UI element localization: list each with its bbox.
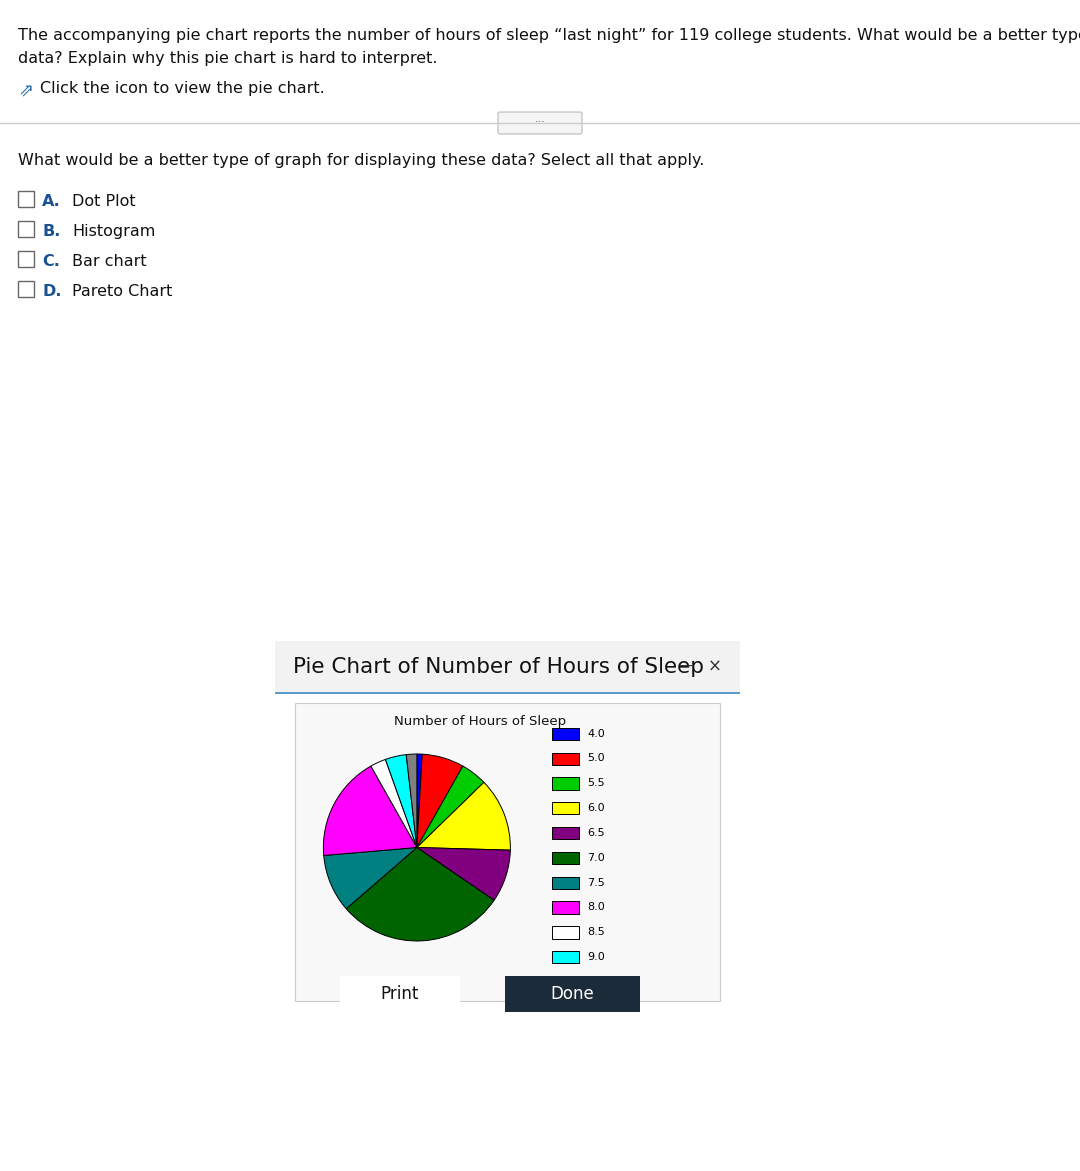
Wedge shape [417, 754, 422, 848]
Wedge shape [417, 848, 511, 900]
Text: 8.0: 8.0 [588, 903, 605, 912]
FancyBboxPatch shape [498, 112, 582, 133]
Text: C.: C. [42, 254, 59, 269]
Text: Pie Chart of Number of Hours of Sleep: Pie Chart of Number of Hours of Sleep [293, 657, 704, 677]
Wedge shape [324, 848, 417, 909]
FancyBboxPatch shape [552, 753, 579, 765]
Text: —: — [678, 660, 692, 674]
FancyBboxPatch shape [552, 975, 579, 988]
Text: 6.5: 6.5 [588, 828, 605, 838]
Text: Print: Print [381, 985, 419, 1004]
Text: D.: D. [42, 285, 62, 299]
Wedge shape [417, 754, 463, 848]
FancyBboxPatch shape [552, 851, 579, 864]
Text: A.: A. [42, 194, 60, 208]
Text: 4.0: 4.0 [588, 728, 605, 739]
Text: B.: B. [42, 224, 60, 239]
Text: ⇗: ⇗ [18, 81, 33, 100]
FancyBboxPatch shape [552, 926, 579, 938]
FancyBboxPatch shape [552, 802, 579, 815]
Wedge shape [417, 766, 484, 848]
Text: 5.0: 5.0 [588, 753, 605, 763]
FancyBboxPatch shape [552, 827, 579, 840]
Wedge shape [347, 848, 494, 941]
Text: 9.0: 9.0 [588, 952, 605, 961]
Text: Bar chart: Bar chart [72, 254, 147, 269]
Wedge shape [323, 766, 417, 856]
Text: Done: Done [551, 985, 594, 1004]
Wedge shape [386, 754, 417, 848]
Text: What would be a better type of graph for displaying these data? Select all that : What would be a better type of graph for… [18, 153, 704, 167]
FancyBboxPatch shape [552, 902, 579, 913]
Text: 10.0: 10.0 [588, 977, 612, 987]
Text: Histogram: Histogram [72, 224, 156, 239]
Text: 8.5: 8.5 [588, 927, 605, 937]
FancyBboxPatch shape [552, 877, 579, 889]
Text: 7.5: 7.5 [588, 877, 605, 888]
FancyBboxPatch shape [552, 727, 579, 740]
Wedge shape [406, 754, 417, 848]
Bar [18, 251, 33, 267]
Bar [18, 191, 33, 207]
Text: The accompanying pie chart reports the number of hours of sleep “last night” for: The accompanying pie chart reports the n… [18, 28, 1080, 43]
Bar [295, 703, 720, 1001]
Text: Dot Plot: Dot Plot [72, 194, 136, 208]
Text: 6.0: 6.0 [588, 803, 605, 813]
Text: Click the icon to view the pie chart.: Click the icon to view the pie chart. [40, 81, 325, 96]
FancyBboxPatch shape [330, 974, 470, 1014]
Wedge shape [417, 782, 511, 850]
Wedge shape [370, 760, 417, 848]
Bar [275, 641, 740, 693]
Text: ×: × [708, 658, 721, 676]
Text: data? Explain why this pie chart is hard to interpret.: data? Explain why this pie chart is hard… [18, 52, 437, 66]
Text: ···: ··· [535, 117, 545, 128]
FancyBboxPatch shape [552, 951, 579, 964]
FancyBboxPatch shape [552, 778, 579, 789]
FancyBboxPatch shape [496, 975, 649, 1013]
Text: 5.5: 5.5 [588, 779, 605, 788]
Bar [18, 281, 33, 297]
Text: 7.0: 7.0 [588, 852, 605, 863]
Bar [18, 221, 33, 237]
Text: Pareto Chart: Pareto Chart [72, 285, 173, 299]
Text: Number of Hours of Sleep: Number of Hours of Sleep [393, 715, 566, 728]
